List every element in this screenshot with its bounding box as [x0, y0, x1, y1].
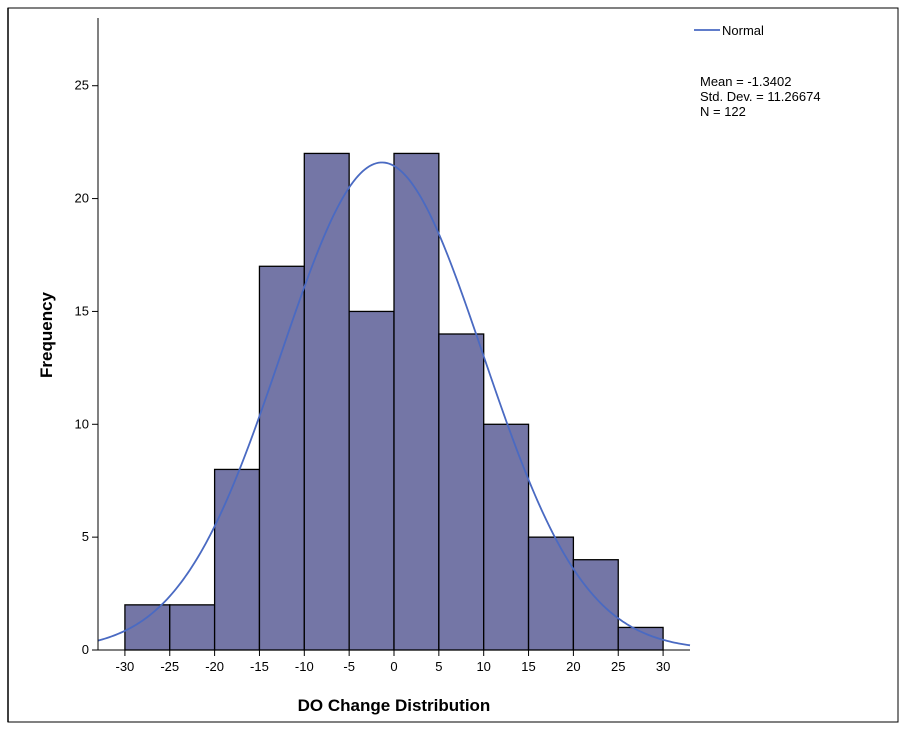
x-tick-label: 0: [390, 659, 397, 674]
histogram-bar: [438, 333, 485, 651]
x-tick-label: -25: [160, 659, 179, 674]
x-tick-label: -10: [295, 659, 314, 674]
histogram-bar: [213, 468, 261, 651]
x-axis-title: DO Change Distribution: [298, 696, 491, 715]
stats-std: Std. Dev. = 11.26674: [700, 89, 821, 104]
stats-box: Mean = -1.3402 Std. Dev. = 11.26674 N = …: [700, 74, 821, 119]
x-tick-label: -15: [250, 659, 269, 674]
normal-curve: [97, 161, 691, 647]
axes-layer: 0 5 10 15 20 25 -30 -25 -20 -15 -10 -5 0 5 10 15 20 25 30: [75, 18, 690, 674]
histogram-bar: [303, 152, 350, 651]
y-axis-title: Frequency: [37, 291, 56, 378]
x-tick-label: -20: [205, 659, 224, 674]
x-tick-label: 15: [521, 659, 535, 674]
legend-label: Normal: [722, 23, 764, 38]
stats-n: N = 122: [700, 104, 746, 119]
histogram-bar: [258, 265, 305, 651]
bars-layer: [124, 152, 664, 651]
stats-mean: Mean = -1.3402: [700, 74, 791, 89]
histogram-bar: [124, 604, 171, 651]
x-tick-label: -30: [116, 659, 135, 674]
y-tick-label: 15: [75, 303, 89, 318]
x-tick-label: 25: [611, 659, 625, 674]
y-tick-label: 20: [75, 191, 89, 206]
legend: Normal: [694, 23, 764, 38]
x-tick-label: 20: [566, 659, 580, 674]
histogram-bar: [393, 152, 440, 651]
histogram-bar: [572, 559, 619, 651]
y-tick-label: 25: [75, 78, 89, 93]
histogram-bar: [483, 423, 530, 651]
histogram-bar: [527, 536, 575, 651]
x-tick-label: 30: [656, 659, 670, 674]
x-tick-label: 10: [476, 659, 490, 674]
histogram-bar: [169, 604, 216, 651]
y-tick-label: 0: [82, 642, 89, 657]
x-tick-label: -5: [343, 659, 355, 674]
histogram-bar: [348, 310, 395, 651]
x-tick-label: 5: [435, 659, 442, 674]
y-tick-label: 10: [75, 416, 89, 431]
y-tick-label: 5: [82, 529, 89, 544]
